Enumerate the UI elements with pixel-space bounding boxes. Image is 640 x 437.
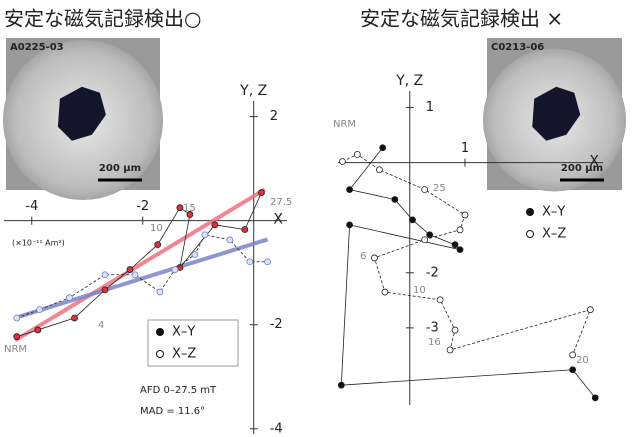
unit-label: (×10⁻¹¹ Am²) — [12, 239, 65, 248]
data-point — [436, 296, 444, 304]
y-tick-label: 1 — [426, 100, 434, 115]
annotation: 16 — [428, 337, 441, 348]
annotation: NRM — [333, 119, 356, 130]
data-point — [376, 166, 383, 174]
data-point — [446, 346, 454, 354]
sample-id: C0213-06 — [491, 42, 544, 53]
annotation: MAD = 11.6° — [140, 406, 205, 417]
data-point — [337, 381, 345, 389]
scale-label: 200 μm — [99, 163, 141, 174]
data-point — [456, 246, 464, 254]
grain — [532, 86, 581, 141]
annotation: 15 — [183, 203, 196, 214]
y-tick-label: -3 — [426, 320, 439, 335]
data-point — [156, 288, 164, 296]
legend-label: X–Y — [172, 325, 195, 340]
data-point — [264, 258, 271, 266]
data-point — [34, 326, 42, 334]
grain — [57, 86, 106, 141]
annotation: AFD 0–27.5 mT — [140, 385, 217, 396]
legend-label: X–Z — [542, 227, 566, 242]
x-tick-label: 1 — [461, 141, 469, 156]
series-line — [16, 234, 268, 319]
annotation: 4 — [98, 320, 104, 331]
legend-box — [147, 319, 239, 367]
data-point — [246, 258, 254, 266]
data-point — [258, 189, 265, 196]
data-point — [36, 306, 43, 314]
data-point — [346, 186, 353, 194]
data-point — [381, 288, 389, 296]
data-point — [591, 394, 599, 402]
annotation: 10 — [150, 223, 163, 234]
data-point — [409, 216, 416, 224]
data-point — [371, 254, 378, 262]
data-point — [451, 326, 459, 334]
legend-label: X–Y — [542, 205, 565, 220]
data-point — [191, 251, 199, 258]
fit-line — [14, 187, 266, 343]
data-point — [569, 351, 577, 359]
data-point — [379, 144, 387, 152]
data-point — [71, 314, 78, 322]
data-point — [451, 241, 459, 249]
legend-marker — [526, 208, 534, 216]
y-tick-label: -2 — [426, 265, 439, 280]
annotation: NRM — [4, 344, 27, 355]
annotation: 10 — [413, 285, 426, 296]
legend-marker — [156, 350, 164, 358]
data-point — [353, 150, 361, 158]
data-point — [456, 226, 464, 234]
data-point — [171, 266, 179, 273]
legend-marker — [526, 230, 534, 238]
sample-id: A0225-03 — [10, 42, 64, 53]
y-tick-label: 2 — [270, 109, 278, 124]
data-point — [461, 211, 469, 219]
annotation: 20 — [576, 355, 589, 366]
y-axis-label: Y, Z — [239, 83, 267, 99]
chart-title: 安定な磁気記録検出 × — [360, 7, 563, 31]
data-point — [101, 286, 109, 294]
data-point — [154, 241, 162, 249]
data-point — [101, 271, 109, 279]
data-point — [339, 158, 346, 165]
fit-line — [14, 237, 269, 320]
data-point — [586, 306, 594, 314]
series-line — [342, 153, 591, 356]
x-axis-label: X — [589, 154, 599, 170]
annotation: 25 — [433, 183, 446, 194]
data-point — [346, 221, 353, 229]
data-point — [211, 221, 219, 229]
data-point — [13, 314, 21, 322]
x-tick-label: -4 — [25, 199, 38, 214]
data-point — [421, 186, 429, 194]
y-axis-label: Y, Z — [395, 73, 423, 89]
annotation: 27.5 — [270, 197, 292, 208]
series-line — [16, 192, 262, 338]
data-point — [13, 333, 21, 341]
data-point — [176, 204, 184, 212]
x-axis-label: X — [273, 212, 283, 228]
data-point — [241, 226, 249, 233]
data-point — [421, 236, 429, 244]
chart-title: 安定な磁気記録検出○ — [4, 7, 201, 31]
data-point — [66, 294, 73, 302]
y-tick-label: -2 — [270, 317, 283, 332]
legend-label: X–Z — [172, 347, 196, 362]
y-tick-label: -4 — [270, 421, 283, 436]
data-point — [186, 211, 194, 218]
data-point — [426, 231, 434, 239]
data-point — [131, 271, 139, 279]
data-point — [391, 196, 399, 203]
data-point — [226, 236, 234, 244]
annotation: 6 — [360, 251, 366, 262]
scale-label: 200 μm — [561, 163, 603, 174]
data-point — [201, 231, 209, 239]
x-tick-label: -2 — [136, 199, 149, 214]
legend-marker — [156, 328, 164, 336]
data-point — [126, 266, 134, 273]
data-point — [569, 366, 577, 374]
